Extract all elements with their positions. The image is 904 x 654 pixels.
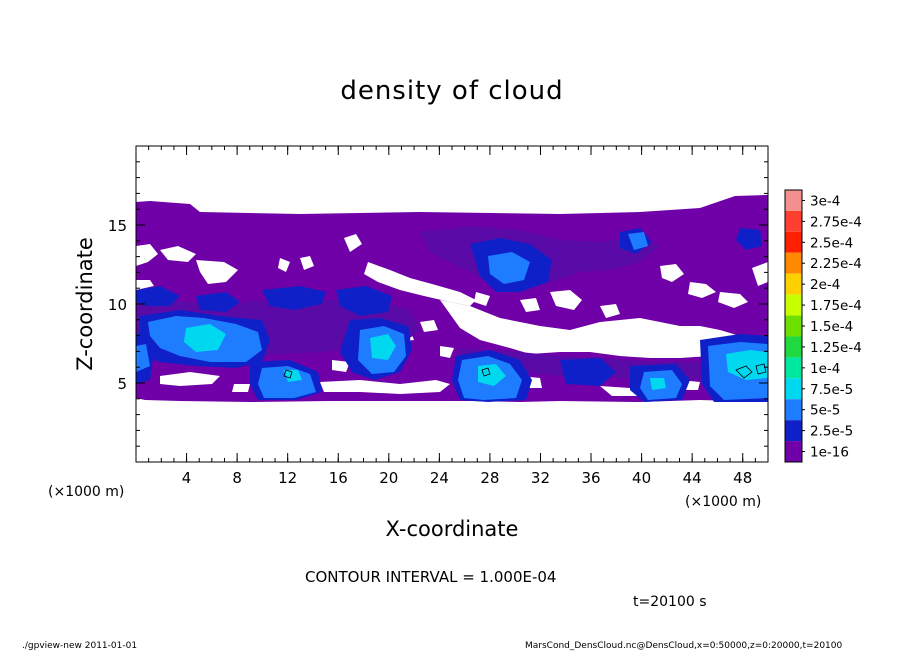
colorbar-label: 1.25e-4 — [810, 340, 862, 356]
contour-interval-label: CONTOUR INTERVAL = 1.000E-04 — [305, 568, 557, 586]
colorbar-label: 2.75e-4 — [810, 214, 862, 230]
axis-ticks — [136, 146, 768, 462]
colorbar-swatch — [785, 252, 802, 274]
colorbar-swatch — [785, 378, 802, 400]
chart-title: density of cloud — [340, 76, 564, 106]
colorbar-label: 1e-16 — [810, 445, 849, 461]
colorbar-swatch — [785, 210, 802, 232]
x-tick-label: 24 — [430, 469, 449, 487]
colorbar-label: 1e-4 — [810, 361, 840, 377]
colorbar-label: 2e-4 — [810, 277, 840, 293]
colorbar-swatch — [785, 399, 802, 421]
cloud-gaps — [136, 234, 768, 396]
x-tick-label: 8 — [232, 469, 242, 487]
y-tick-labels: 5 10 15 — [108, 217, 127, 393]
x-tick-label: 36 — [581, 469, 600, 487]
time-label: t=20100 s — [633, 594, 707, 610]
colorbar-label: 2.25e-4 — [810, 256, 862, 272]
y-tick-label: 5 — [117, 375, 127, 393]
x-tick-label: 44 — [683, 469, 702, 487]
colorbar-label: 2.5e-5 — [810, 424, 853, 440]
x-tick-label: 16 — [329, 469, 348, 487]
x-axis-title: X-coordinate — [386, 517, 519, 541]
colorbar-swatch — [785, 441, 802, 462]
x-tick-label: 28 — [480, 469, 499, 487]
x-tick-label: 40 — [632, 469, 651, 487]
colorbar-swatch — [785, 315, 802, 337]
x-tick-label: 12 — [278, 469, 297, 487]
x-tick-label: 32 — [531, 469, 550, 487]
colorbar-label: 1.75e-4 — [810, 298, 862, 314]
x-tick-label: 48 — [733, 469, 752, 487]
cloud-level-7_5e-5 — [184, 324, 768, 390]
colorbar: 3e-4 2.75e-4 2.5e-4 2.25e-4 2e-4 1.75e-4 1.5e-… — [784, 189, 862, 463]
x-tick-labels: 4 8 12 16 20 24 28 32 36 40 44 48 — [182, 469, 752, 487]
colorbar-swatch — [785, 357, 802, 379]
colorbar-swatch — [785, 231, 802, 253]
y-axis-title: Z-coordinate — [73, 237, 97, 371]
colorbar-swatch — [785, 294, 802, 316]
footer-right: MarsCond_DensCloud.nc@DensCloud,x=0:5000… — [525, 641, 843, 651]
colorbar-label: 5e-5 — [810, 403, 840, 419]
colorbar-label: 2.5e-4 — [810, 235, 853, 251]
x-tick-label: 4 — [182, 469, 192, 487]
colorbar-swatch — [785, 420, 802, 442]
colorbar-label: 7.5e-5 — [810, 382, 853, 398]
density-field — [136, 195, 768, 402]
footer-left: ./gpview-new 2011-01-01 — [22, 641, 138, 651]
y-tick-label: 15 — [108, 217, 127, 235]
y-tick-label: 10 — [108, 296, 127, 314]
colorbar-swatch — [785, 190, 802, 211]
colorbar-swatch — [785, 336, 802, 358]
x-unit-label-left: (×1000 m) — [48, 484, 124, 500]
colorbar-label: 1.5e-4 — [810, 319, 853, 335]
colorbar-label: 3e-4 — [810, 193, 840, 209]
x-unit-label-right: (×1000 m) — [685, 494, 761, 510]
colorbar-swatch — [785, 273, 802, 295]
x-tick-label: 20 — [379, 469, 398, 487]
contour-lines — [283, 363, 767, 379]
